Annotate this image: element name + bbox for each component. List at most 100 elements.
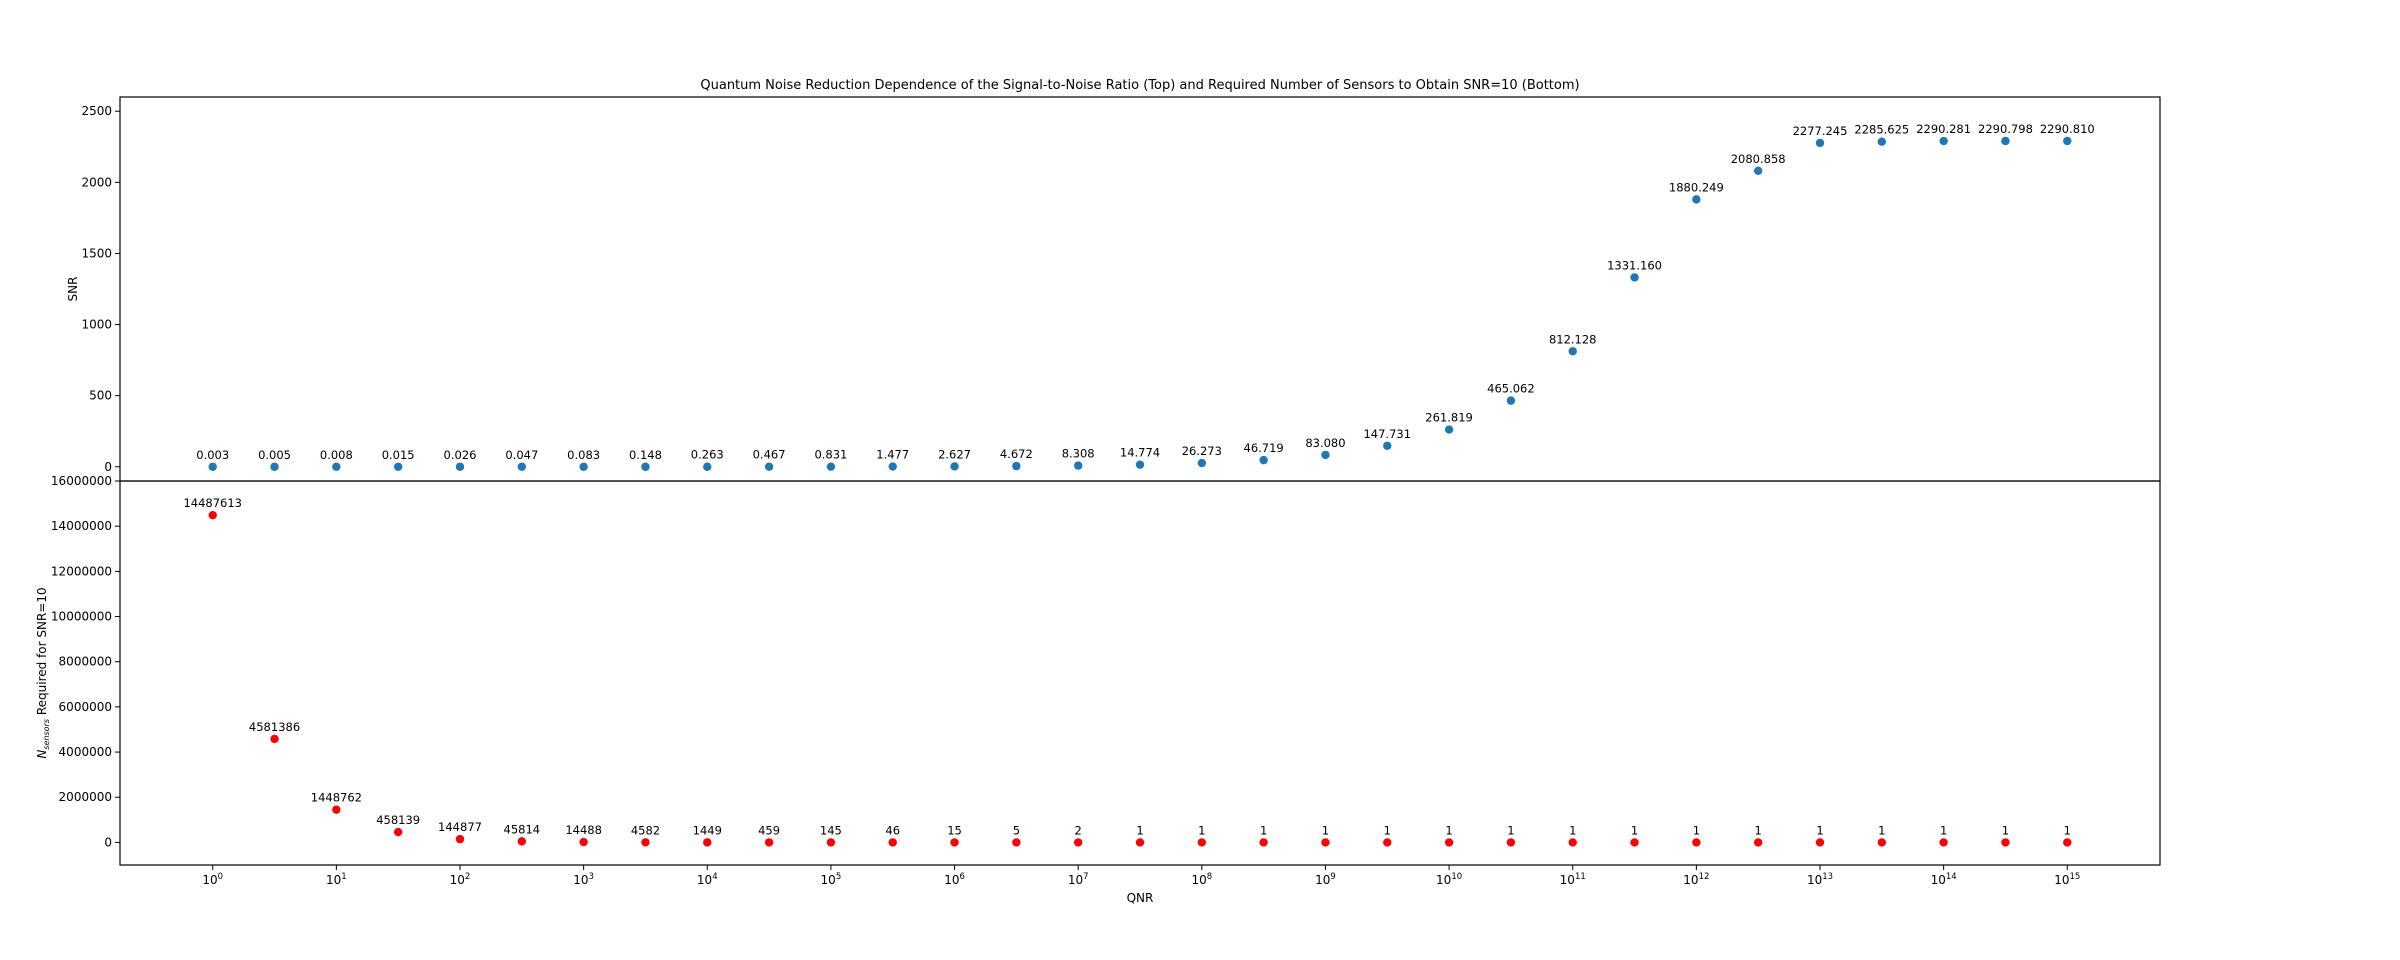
bottom-data-point xyxy=(1073,838,1083,847)
bottom-data-label: 2 xyxy=(1075,823,1082,837)
top-data-point xyxy=(455,462,465,471)
bottom-data-point xyxy=(1692,838,1701,847)
top-data-point xyxy=(1815,138,1825,148)
bottom-data-label: 14487613 xyxy=(183,496,242,510)
top-data-point xyxy=(703,462,712,471)
bottom-data-point xyxy=(1444,838,1454,847)
bottom-data-label: 1 xyxy=(1384,823,1391,837)
bottom-data-point xyxy=(1135,838,1145,847)
bottom-data-label: 4582 xyxy=(631,823,660,837)
bottom-data-label: 1 xyxy=(1816,823,1823,837)
bottom-data-label: 14488 xyxy=(565,823,602,837)
top-data-label: 1.477 xyxy=(876,448,909,462)
top-data-point xyxy=(1321,450,1330,460)
top-data-label: 0.015 xyxy=(382,448,415,462)
top-y-ticks: 0 500 1000 1500 2000 2500 xyxy=(81,104,120,474)
bottom-y-tick-label: 16000000 xyxy=(51,474,112,488)
top-data-point xyxy=(888,462,897,471)
bottom-data-label: 1 xyxy=(1136,823,1143,837)
bottom-data-point xyxy=(1939,838,1948,847)
top-data-point xyxy=(1506,396,1516,405)
bottom-data-point xyxy=(764,838,774,847)
top-data-label: 0.003 xyxy=(196,448,229,462)
bottom-y-axis-label-sub: sensors xyxy=(42,719,51,750)
top-data-point xyxy=(1383,441,1392,450)
x-tick-label: 103 xyxy=(573,872,594,887)
top-data-label: 147.731 xyxy=(1363,427,1411,441)
bottom-panel: 0 2000000 4000000 6000000 8000000 10000000 120… xyxy=(35,474,2161,905)
top-data-label: 2.627 xyxy=(938,447,971,461)
x-tick-label: 109 xyxy=(1315,872,1336,887)
bottom-data-label: 1 xyxy=(1878,823,1885,837)
bottom-y-tick-label: 8000000 xyxy=(59,655,112,669)
top-data-label: 1331.160 xyxy=(1607,258,1662,272)
top-data-point xyxy=(1073,461,1083,470)
bottom-data-label: 1 xyxy=(1260,823,1267,837)
bottom-data-point xyxy=(579,837,588,847)
bottom-data-point xyxy=(1012,838,1021,847)
top-y-tick-label: 0 xyxy=(104,460,112,474)
top-data-label: 2080.858 xyxy=(1731,152,1786,166)
x-tick-label: 1015 xyxy=(2054,872,2080,887)
x-tick-label: 105 xyxy=(821,872,842,887)
top-data-point xyxy=(208,462,217,471)
top-data-label: 2277.245 xyxy=(1793,124,1848,138)
bottom-x-axis-label: QNR xyxy=(1127,891,1154,905)
top-data-point xyxy=(2001,136,2010,146)
bottom-data-point xyxy=(1197,838,1207,847)
x-tick-label: 1010 xyxy=(1436,872,1462,887)
top-data-label: 0.047 xyxy=(505,448,538,462)
top-data-point xyxy=(2063,136,2072,146)
top-y-axis-label: SNR xyxy=(66,277,80,302)
top-data-point xyxy=(1012,461,1021,471)
x-tick-label: 1013 xyxy=(1807,872,1833,887)
top-data-point xyxy=(1568,347,1577,356)
top-data-label: 0.467 xyxy=(753,448,786,462)
bottom-data-label: 1 xyxy=(1445,823,1452,837)
top-data-label: 0.148 xyxy=(629,448,662,462)
bottom-data-point xyxy=(950,838,959,847)
bottom-data-labels: 14487613 4581386 1448762 458139 144877 45814 1… xyxy=(183,496,2070,837)
top-data-labels: 0.003 0.005 0.008 0.015 0.026 0.047 0.083 0.148… xyxy=(196,122,2094,462)
bottom-data-label: 1 xyxy=(1755,823,1762,837)
top-data-point xyxy=(270,462,279,471)
bottom-data-point xyxy=(703,838,712,847)
bottom-data-point xyxy=(1877,838,1887,847)
top-data-point xyxy=(1877,137,1887,146)
bottom-data-point xyxy=(1506,838,1516,847)
x-tick-label: 102 xyxy=(450,872,471,887)
top-data-point xyxy=(332,462,341,471)
top-data-label: 4.672 xyxy=(1000,447,1033,461)
bottom-data-label: 15 xyxy=(947,823,962,837)
bottom-data-label: 46 xyxy=(885,823,900,837)
bottom-data-point xyxy=(1259,838,1268,847)
top-y-tick-label: 1500 xyxy=(81,246,112,260)
top-data-label: 0.083 xyxy=(567,448,600,462)
bottom-data-point xyxy=(2001,838,2010,847)
bottom-data-point xyxy=(888,838,897,847)
bottom-data-label: 4581386 xyxy=(249,720,300,734)
top-y-tick-label: 2000 xyxy=(81,175,112,189)
top-data-label: 26.273 xyxy=(1182,444,1222,458)
top-data-label: 2290.798 xyxy=(1978,122,2033,136)
bottom-y-tick-label: 12000000 xyxy=(51,564,112,578)
top-data-point xyxy=(1197,458,1207,468)
bottom-data-label: 459 xyxy=(758,823,780,837)
top-data-point xyxy=(393,462,403,471)
top-y-tick-label: 500 xyxy=(89,389,112,403)
x-tick-label: 1011 xyxy=(1560,872,1586,887)
x-tick-label: 107 xyxy=(1068,872,1089,887)
bottom-data-point xyxy=(270,734,279,744)
bottom-y-axis-label: Nsensors Required for SNR=10 xyxy=(35,587,51,758)
top-data-point xyxy=(1135,460,1145,469)
top-data-label: 14.774 xyxy=(1120,446,1160,460)
bottom-data-point xyxy=(517,837,527,846)
top-data-label: 8.308 xyxy=(1062,447,1095,461)
top-data-label: 1880.249 xyxy=(1669,180,1724,194)
top-y-tick-label: 1000 xyxy=(81,318,112,332)
bottom-data-point xyxy=(1630,838,1639,847)
top-data-label: 261.819 xyxy=(1425,411,1473,425)
bottom-y-tick-label: 10000000 xyxy=(51,610,112,624)
top-data-label: 0.008 xyxy=(320,448,353,462)
bottom-data-point xyxy=(2063,838,2072,847)
